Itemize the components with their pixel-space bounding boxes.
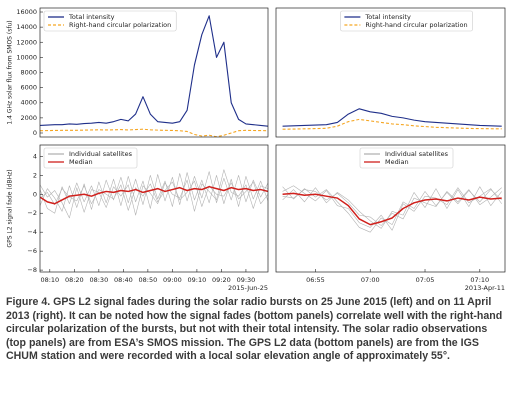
series-line	[40, 171, 268, 214]
y-tick-label: 0	[33, 190, 37, 198]
series-line	[282, 185, 502, 231]
y-tick-label: −2	[27, 209, 37, 217]
plot-area	[282, 108, 502, 130]
x-tick-label: 09:30	[237, 276, 256, 284]
legend-box	[359, 147, 454, 169]
x-tick-label: 07:05	[416, 276, 435, 284]
y-tick-label: 8000	[20, 69, 37, 77]
y-tick-label: 2	[33, 171, 37, 179]
series-line	[282, 108, 502, 127]
y-tick-label: 2000	[20, 114, 37, 122]
y-tick-label: 14000	[16, 23, 37, 31]
series-line	[40, 15, 268, 127]
y-tick-label: 12000	[16, 38, 37, 46]
x-tick-label: 08:10	[40, 276, 59, 284]
plot-area	[40, 15, 268, 137]
x-offset-label: 2015-Jun-25	[228, 284, 268, 292]
y-axis-label: GPS L2 signal fade (dBHz)	[7, 169, 14, 247]
x-tick-label: 06:55	[306, 276, 325, 284]
series-line	[40, 128, 268, 137]
y-tick-label: 6000	[20, 84, 37, 92]
legend-box	[43, 10, 177, 32]
legend-label: Right-hand circular polarization	[69, 21, 171, 29]
legend-label: Individual satellites	[69, 150, 133, 158]
y-axis-label: 1.4 GHz solar flux from SMOS (sfu)	[7, 20, 14, 124]
series-line	[282, 186, 502, 229]
x-tick-label: 08:20	[65, 276, 84, 284]
y-tick-label: 16000	[16, 8, 37, 16]
x-tick-label: 08:50	[139, 276, 158, 284]
figure: 0 2000 4000 6000 8000 10000 12000 14000 160001.4…	[7, 7, 506, 292]
x-tick-label: 07:00	[361, 276, 380, 284]
series-line	[40, 172, 268, 212]
x-tick-label: 08:30	[89, 276, 108, 284]
x-tick-label: 09:10	[188, 276, 207, 284]
plot-frame	[39, 144, 269, 273]
y-tick-label: 4000	[20, 99, 37, 107]
series-line	[282, 192, 502, 226]
y-tick-label: −4	[27, 228, 37, 236]
plot-area	[282, 185, 502, 233]
series-line	[40, 169, 268, 219]
caption-text: GPS L2 signal fades during the solar rad…	[6, 296, 503, 363]
series-line	[282, 186, 502, 233]
caption-label: Figure 4.	[6, 296, 51, 308]
series-line	[40, 180, 268, 211]
series-line	[40, 185, 268, 205]
legend-box	[340, 10, 473, 32]
x-tick-label: 09:00	[163, 276, 182, 284]
series-line	[282, 118, 502, 130]
y-tick-label: −8	[27, 266, 37, 274]
caption: Figure 4. GPS L2 signal fades during the…	[6, 296, 509, 364]
x-tick-label: 08:40	[114, 276, 133, 284]
y-tick-label: 10000	[16, 53, 37, 61]
legend-label: Total intensity	[68, 13, 115, 21]
x-offset-label: 2013-Apr-11	[465, 284, 505, 292]
legend-label: Individual satellites	[385, 150, 449, 158]
x-tick-label: 07:10	[470, 276, 489, 284]
plot-area	[40, 169, 268, 219]
x-tick-label: 09:20	[212, 276, 231, 284]
legend-label: Total intensity	[364, 13, 411, 21]
legend-label: Median	[69, 158, 93, 166]
legend-label: Median	[385, 158, 409, 166]
plot-frame	[275, 7, 506, 138]
legend-label: Right-hand circular polarization	[365, 21, 467, 29]
plot-frame	[275, 144, 506, 273]
legend-box	[43, 147, 138, 169]
y-tick-label: 0	[33, 129, 37, 137]
y-tick-label: 4	[33, 152, 37, 160]
y-tick-label: −6	[27, 247, 37, 255]
